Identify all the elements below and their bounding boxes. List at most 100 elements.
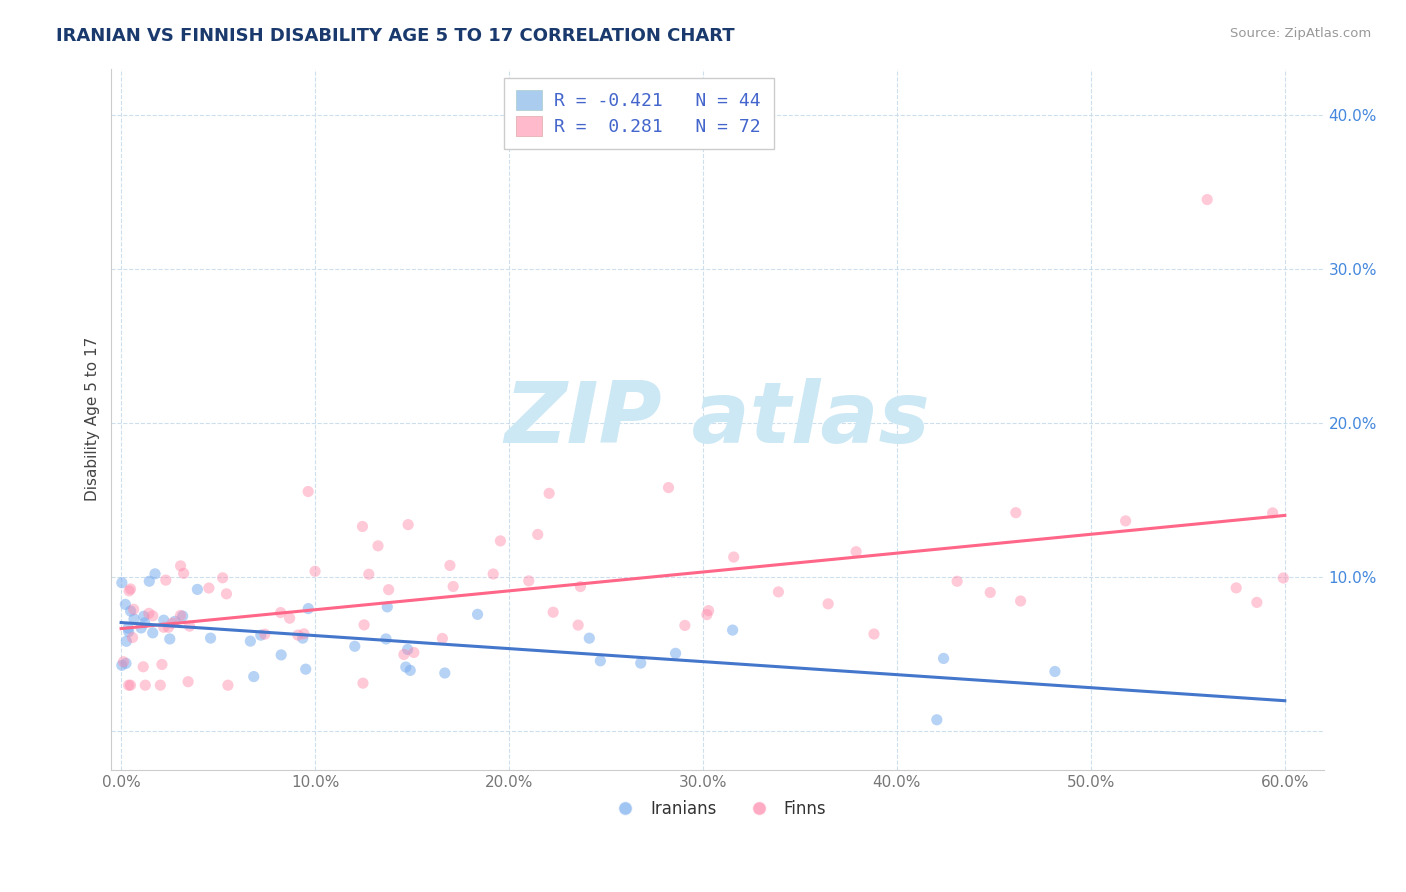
Point <box>239 634 262 648</box>
Y-axis label: Disability Age 5 to 17: Disability Age 5 to 17 <box>86 337 100 501</box>
Point <box>120 678 142 692</box>
Point <box>118 678 141 692</box>
Point <box>114 598 136 612</box>
Point <box>270 606 292 620</box>
Point <box>132 659 155 673</box>
Point <box>142 625 165 640</box>
Point <box>297 601 319 615</box>
Point <box>721 623 744 637</box>
Point <box>253 627 276 641</box>
Point <box>482 566 505 581</box>
Point <box>489 533 512 548</box>
Point <box>375 599 398 614</box>
Point <box>217 678 239 692</box>
Point <box>118 583 141 598</box>
Point <box>845 545 868 559</box>
Legend: Iranians, Finns: Iranians, Finns <box>602 794 832 825</box>
Point <box>569 580 592 594</box>
Point <box>173 566 195 581</box>
Point <box>817 597 839 611</box>
Point <box>1043 665 1066 679</box>
Point <box>367 539 389 553</box>
Point <box>517 574 540 588</box>
Point <box>134 678 156 692</box>
Point <box>673 618 696 632</box>
Point <box>169 558 191 573</box>
Point <box>198 581 221 595</box>
Point <box>152 613 174 627</box>
Point <box>118 624 141 639</box>
Point <box>215 587 238 601</box>
Point <box>287 628 309 642</box>
Point <box>134 615 156 630</box>
Point <box>657 481 679 495</box>
Point <box>292 627 315 641</box>
Point <box>578 631 600 645</box>
Point <box>163 615 186 629</box>
Point <box>149 678 172 692</box>
Point <box>122 602 145 616</box>
Point <box>270 648 292 662</box>
Point <box>143 566 166 581</box>
Point <box>142 608 165 623</box>
Point <box>1225 581 1247 595</box>
Point <box>979 585 1001 599</box>
Point <box>115 634 138 648</box>
Point <box>353 618 375 632</box>
Point <box>352 519 374 533</box>
Point <box>665 646 688 660</box>
Point <box>115 657 138 671</box>
Point <box>294 662 316 676</box>
Point <box>863 627 886 641</box>
Point <box>162 616 184 631</box>
Point <box>186 582 208 597</box>
Point <box>399 664 422 678</box>
Point <box>589 654 612 668</box>
Point <box>152 620 174 634</box>
Point <box>132 609 155 624</box>
Point <box>1005 506 1028 520</box>
Text: IRANIAN VS FINNISH DISABILITY AGE 5 TO 17 CORRELATION CHART: IRANIAN VS FINNISH DISABILITY AGE 5 TO 1… <box>56 27 735 45</box>
Point <box>117 621 139 635</box>
Point <box>567 618 589 632</box>
Point <box>357 567 380 582</box>
Point <box>925 713 948 727</box>
Point <box>138 607 160 621</box>
Point <box>441 579 464 593</box>
Point <box>541 605 564 619</box>
Point <box>297 484 319 499</box>
Point <box>112 655 135 669</box>
Point <box>211 571 233 585</box>
Point <box>120 582 142 596</box>
Point <box>768 585 790 599</box>
Point <box>467 607 489 622</box>
Point <box>402 645 425 659</box>
Point <box>538 486 561 500</box>
Point <box>155 573 177 587</box>
Point <box>395 660 418 674</box>
Point <box>526 527 548 541</box>
Point <box>200 631 222 645</box>
Point <box>278 611 301 625</box>
Point <box>129 621 152 635</box>
Point <box>697 604 720 618</box>
Point <box>304 564 326 578</box>
Point <box>242 670 264 684</box>
Point <box>396 642 419 657</box>
Point <box>159 632 181 646</box>
Point <box>291 631 314 645</box>
Point <box>121 631 143 645</box>
Point <box>932 651 955 665</box>
Point <box>1272 571 1295 585</box>
Point <box>111 658 134 673</box>
Point <box>120 604 142 618</box>
Point <box>1246 595 1268 609</box>
Point <box>122 612 145 626</box>
Point <box>1261 506 1284 520</box>
Point <box>169 608 191 623</box>
Point <box>433 665 456 680</box>
Point <box>696 607 718 622</box>
Point <box>177 674 200 689</box>
Point <box>343 640 366 654</box>
Point <box>111 575 134 590</box>
